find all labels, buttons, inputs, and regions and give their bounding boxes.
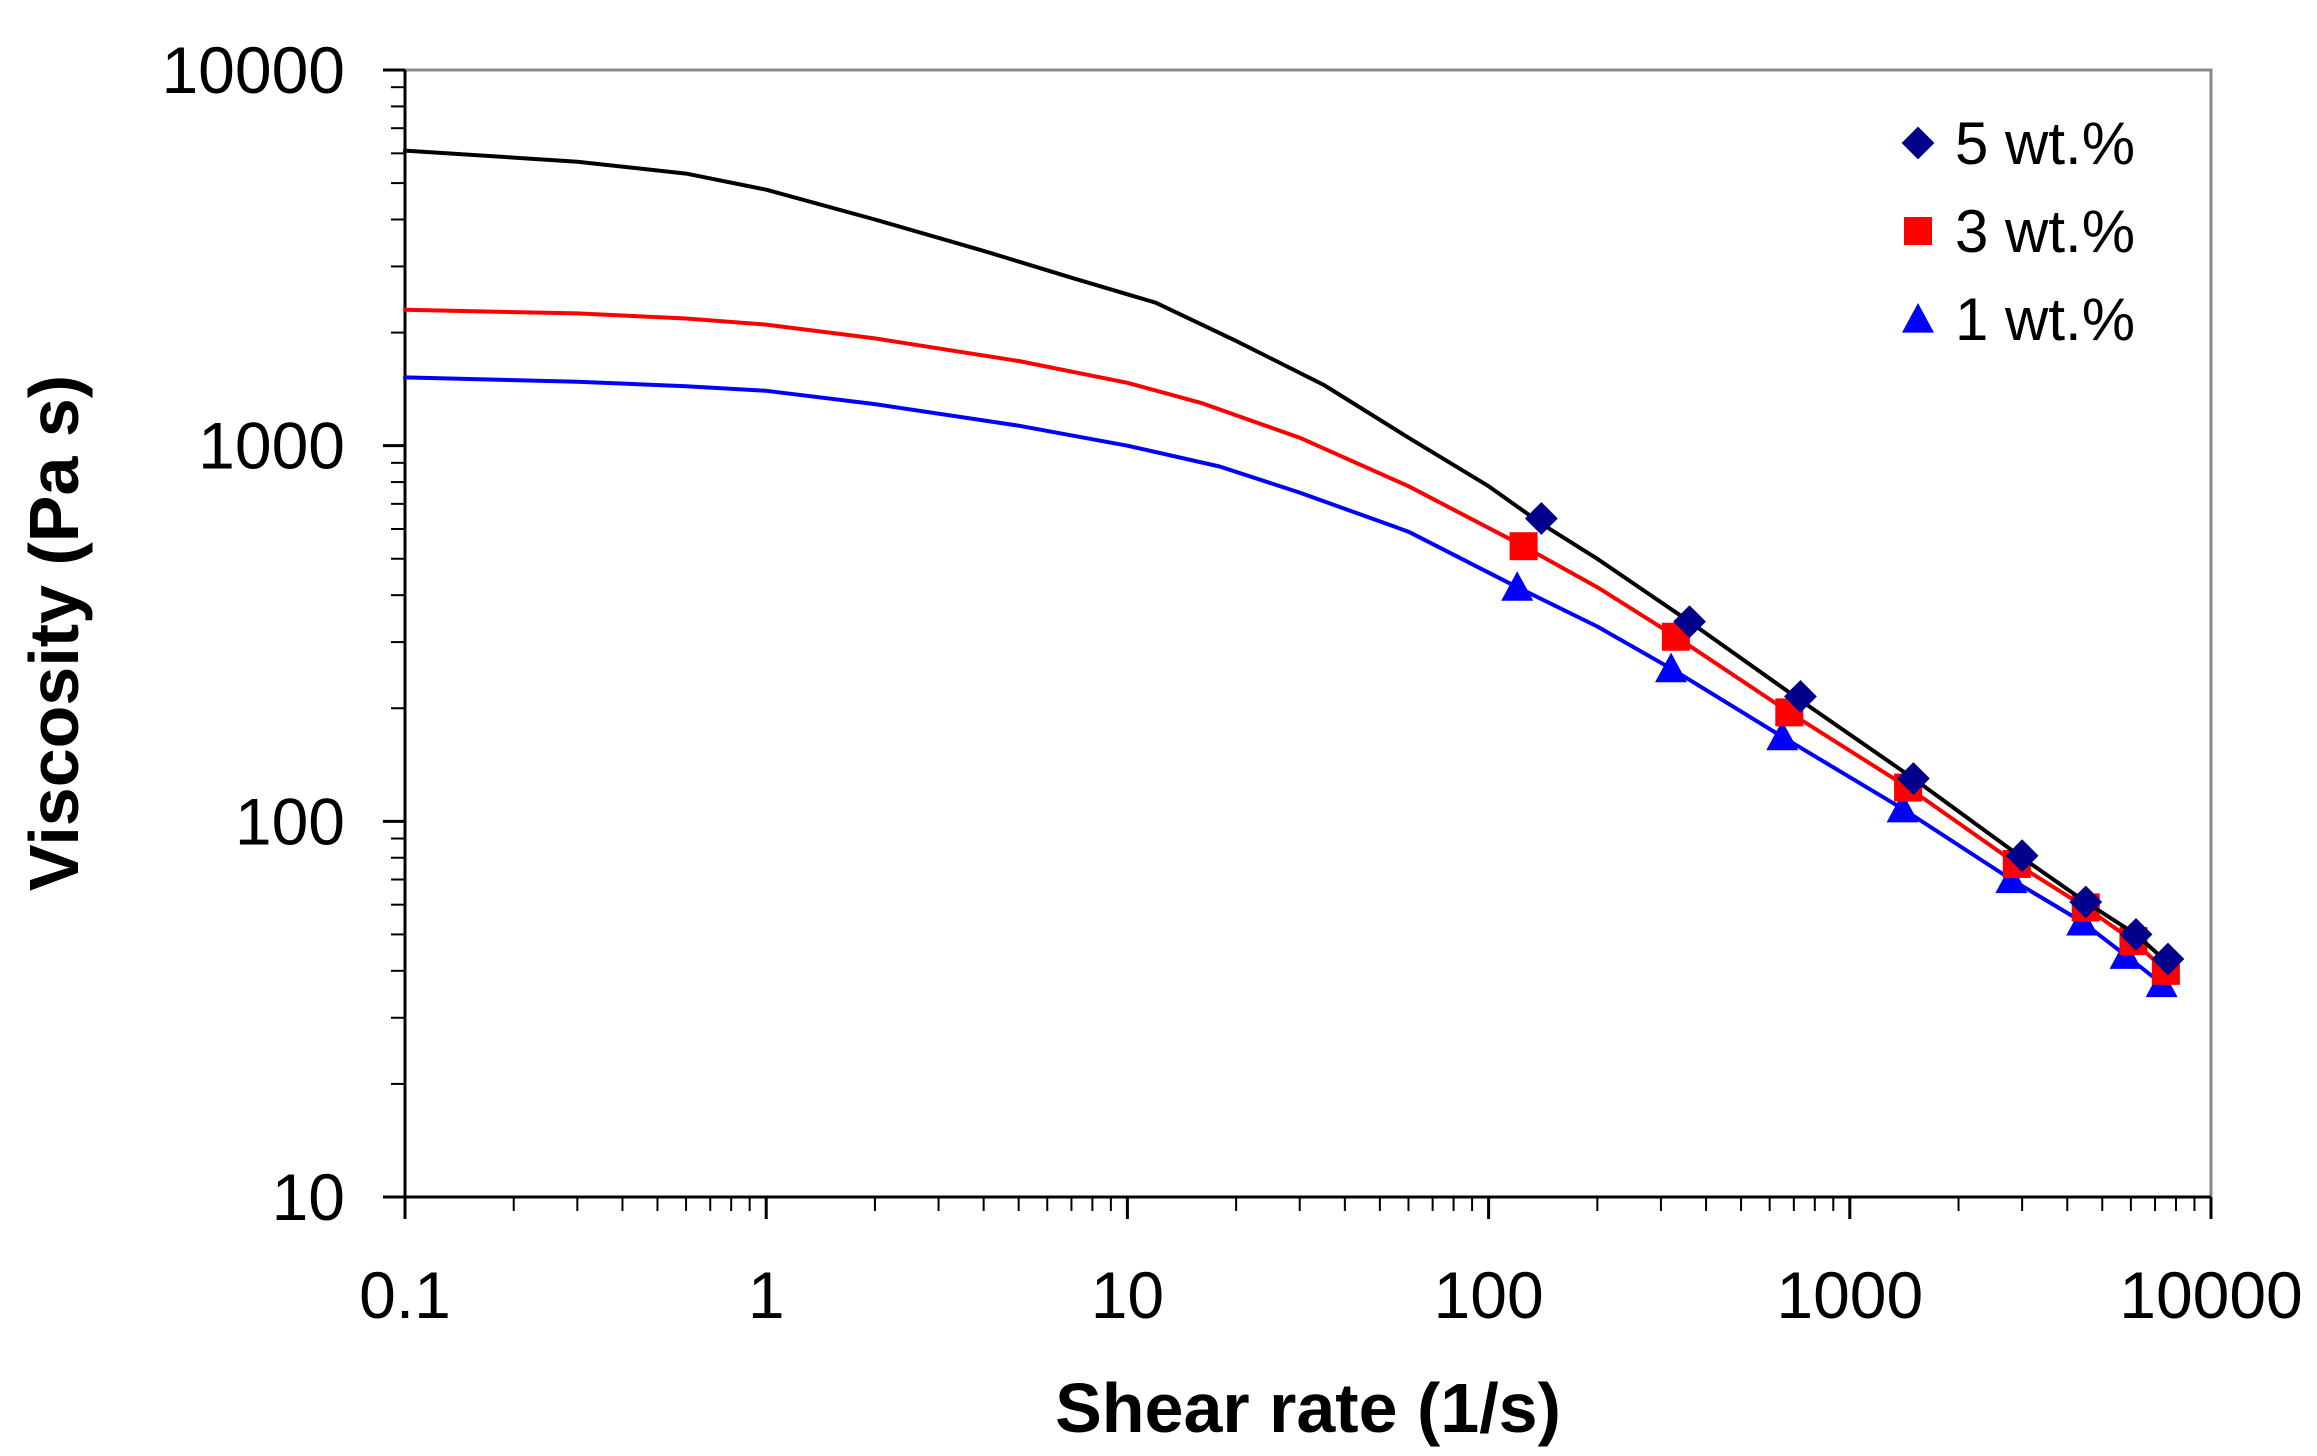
data-point-5-wt	[2069, 885, 2103, 919]
y-axis-title: Viscosity (Pa s)	[15, 375, 93, 891]
data-point-5-wt	[1673, 605, 1706, 639]
minor-ticks	[391, 86, 2196, 1211]
legend-marker	[1904, 217, 1932, 245]
data-point-5-wt	[2151, 942, 2185, 976]
data-point-3-wt	[1509, 532, 1538, 561]
data-point-1-wt	[1501, 571, 1534, 601]
data-point-1-wt	[1655, 652, 1688, 683]
y-tick-label: 10	[272, 1160, 345, 1234]
x-tick-label: 100	[1434, 1258, 1544, 1332]
legend-marker	[1902, 303, 1934, 333]
data-point-5-wt	[1524, 502, 1558, 535]
y-tick-label: 1000	[198, 409, 345, 483]
y-tick-label: 100	[235, 784, 345, 858]
plot-area	[403, 68, 2213, 1199]
legend-marker	[1901, 126, 1935, 160]
legend-label: 1 wt.%	[1955, 286, 2135, 353]
y-tick-labels: 10 100 1000 10000	[161, 33, 345, 1234]
data-point-1-wt	[1995, 863, 2028, 894]
x-tick-label: 0.1	[359, 1258, 451, 1332]
series-line-5-wt	[403, 148, 2170, 965]
y-tick-label: 10000	[161, 33, 345, 107]
x-tick-label: 10	[1091, 1258, 1164, 1332]
data-point-1-wt	[1766, 720, 1799, 751]
legend-label: 5 wt.%	[1955, 110, 2135, 177]
x-tick-label: 1	[748, 1258, 785, 1332]
x-tick-label: 1000	[1776, 1258, 1923, 1332]
series-layer	[403, 148, 2185, 998]
data-point-5-wt	[1784, 680, 1817, 713]
major-ticks	[383, 68, 2213, 1219]
legend: 5 wt.% 3 wt.% 1 wt.%	[1901, 110, 2135, 353]
data-point-5-wt	[2119, 918, 2153, 951]
data-point-1-wt	[1886, 792, 1919, 823]
x-tick-label: 10000	[2119, 1258, 2303, 1332]
series-5-wt	[403, 148, 2185, 976]
legend-label: 3 wt.%	[1955, 198, 2135, 265]
x-axis-title: Shear rate (1/s)	[1055, 1369, 1561, 1447]
data-point-5-wt	[1896, 762, 1930, 795]
x-tick-labels: 0.1 1 10 100 1000 10000	[359, 1258, 2303, 1332]
data-point-5-wt	[2005, 839, 2039, 873]
